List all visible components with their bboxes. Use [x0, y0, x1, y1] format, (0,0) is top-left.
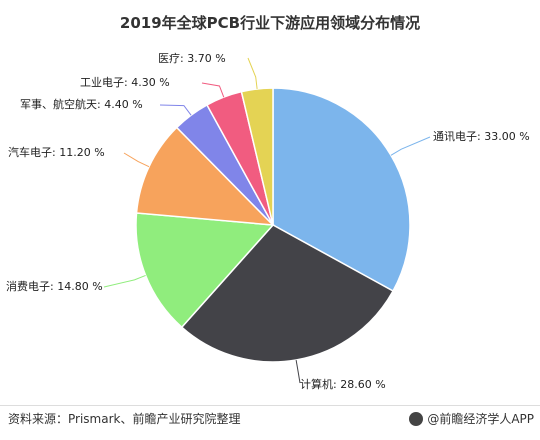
label-connector-4 — [123, 152, 150, 168]
slice-label-6: 工业电子: 4.30 % — [80, 76, 170, 89]
brand-mark: @前瞻经济学人APP — [409, 410, 534, 427]
label-connector-2 — [295, 359, 301, 384]
slice-label-1: 通讯电子: 33.00 % — [433, 130, 530, 143]
pie-slice-7 — [240, 87, 274, 226]
label-connector-3 — [103, 274, 146, 288]
slice-label-7: 医疗: 3.70 % — [158, 51, 226, 65]
label-connector-1 — [390, 136, 431, 156]
slice-label-5: 军事、航空航天: 4.40 % — [20, 97, 143, 111]
footer-divider — [0, 405, 540, 406]
slice-label-2: 计算机: 28.60 % — [300, 377, 386, 391]
label-connector-5 — [159, 104, 192, 116]
brand-logo-icon — [409, 411, 424, 426]
pie-slice-1 — [272, 87, 411, 293]
source-note: 资料来源：Prismark、前瞻产业研究院整理 — [8, 412, 241, 426]
brand-text: @前瞻经济学人APP — [427, 412, 534, 426]
pie-slice-4 — [135, 126, 275, 226]
chart-title: 2019年全球PCB行业下游应用领域分布情况 — [119, 14, 421, 32]
slice-label-4: 汽车电子: 11.20 % — [8, 145, 105, 159]
slice-label-3: 消费电子: 14.80 % — [6, 279, 103, 293]
label-connector-7 — [247, 57, 258, 89]
label-connector-6 — [201, 82, 225, 98]
